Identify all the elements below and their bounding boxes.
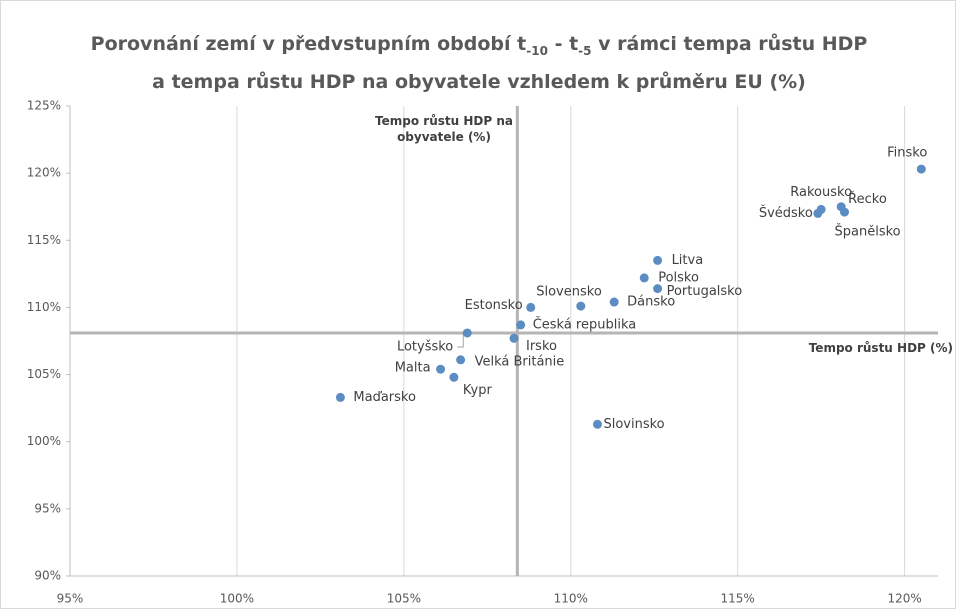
title-part: a tempa růstu HDP na obyvatele vzhledem … (152, 70, 806, 93)
point (526, 302, 536, 312)
y-tick-label: 95% (34, 501, 61, 515)
point-label: Irsko (526, 339, 557, 354)
point (516, 320, 526, 330)
point (449, 372, 459, 382)
point (592, 419, 602, 429)
x-tick-label: 110% (554, 592, 588, 606)
point (813, 208, 823, 218)
point (653, 284, 663, 294)
point-label: Malta (395, 361, 431, 376)
point-label: Maďarsko (353, 390, 416, 405)
point (509, 333, 519, 343)
chart-title: Porovnání zemí v předvstupním období t-1… (1, 29, 955, 98)
x-tick-label: 115% (721, 592, 755, 606)
point-label: Portugalsko (667, 284, 743, 299)
point-label: Švédsko (759, 205, 813, 221)
point-label: Velká Británie (475, 354, 565, 369)
y-tick-label: 115% (27, 233, 61, 247)
point-label: Lotyšsko (397, 339, 453, 354)
point-label: Kypr (463, 383, 493, 398)
title-subscript: -5 (578, 43, 592, 58)
y-tick-label: 100% (27, 434, 61, 448)
point (462, 328, 472, 338)
point (639, 273, 649, 283)
point-label: Slovinsko (603, 417, 664, 432)
point (653, 255, 663, 265)
point (456, 355, 466, 365)
x-tick-label: 105% (387, 592, 421, 606)
point-label: Španělsko (835, 224, 901, 240)
x-axis-label: Tempo růstu HDP (%) (808, 341, 953, 355)
point (335, 392, 345, 402)
point-label: Česká republika (533, 316, 637, 332)
y-tick-label: 110% (27, 300, 61, 314)
y-tick-label: 105% (27, 367, 61, 381)
point (840, 207, 850, 217)
x-tick-label: 100% (220, 592, 254, 606)
point (576, 301, 586, 311)
point (609, 297, 619, 307)
point-label: Polsko (658, 270, 699, 285)
title-part: v rámci tempa růstu HDP (598, 33, 868, 55)
y-tick-label: 90% (34, 569, 61, 583)
y-axis-label: Tempo růstu HDP na obyvatele (%) (375, 114, 513, 144)
point-label: Rakousko (790, 185, 852, 200)
point-label: Dánsko (627, 295, 675, 310)
title-part: - t (554, 33, 579, 55)
x-tick-label: 120% (887, 592, 921, 606)
title-subscript: -10 (526, 43, 548, 58)
title-part: Porovnání zemí v předvstupním období t (90, 33, 527, 55)
x-tick-label: 95% (57, 592, 84, 606)
y-tick-label: 120% (27, 166, 61, 180)
point (916, 164, 926, 174)
point-label: Finsko (887, 146, 927, 161)
y-tick-label: 125% (27, 99, 61, 113)
point-label: Řecko (848, 191, 887, 207)
point-label: Slovensko (536, 285, 602, 300)
point-label: Estonsko (465, 298, 523, 313)
point (436, 364, 446, 374)
point-label: Litva (672, 253, 704, 268)
